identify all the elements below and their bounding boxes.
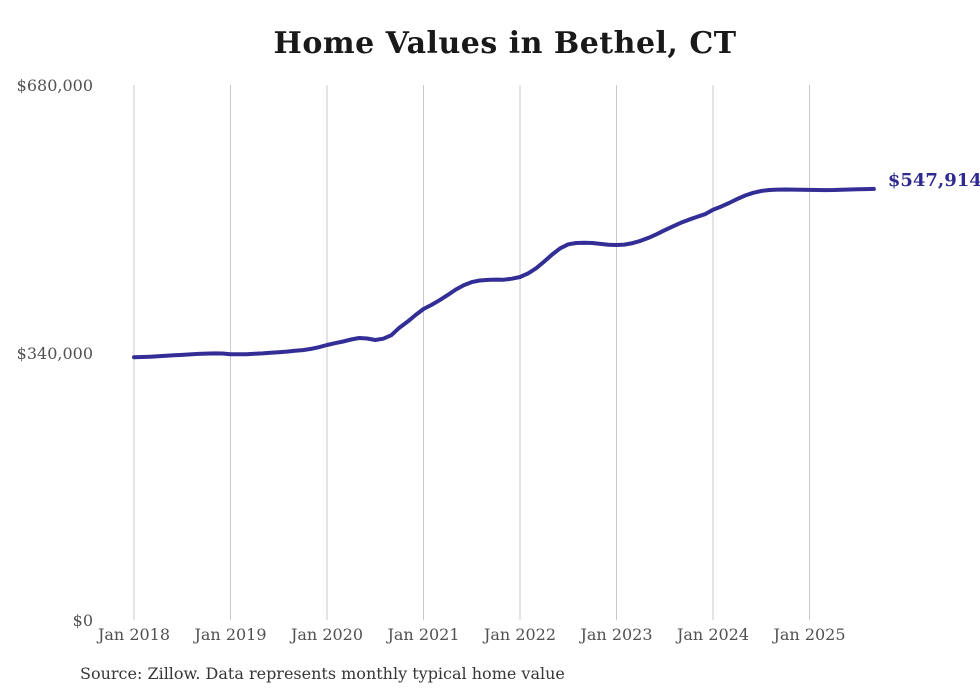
- x-axis-label-jan-2022: Jan 2022: [483, 625, 557, 644]
- x-axis-label-jan-2025: Jan 2025: [773, 625, 846, 644]
- x-axis-label-jan-2024: Jan 2024: [676, 625, 750, 644]
- x-axis-label-jan-2023: Jan 2023: [580, 625, 653, 644]
- x-axis-label-jan-2019: Jan 2019: [194, 625, 267, 644]
- home-value-line: [132, 186, 876, 360]
- x-axis-label-jan-2018: Jan 2018: [97, 625, 171, 644]
- x-axis-label-jan-2021: Jan 2021: [387, 625, 460, 644]
- y-axis-label-680000: $680,000: [16, 76, 93, 95]
- y-axis-label-0: $0: [72, 611, 93, 630]
- chart-title: Home Values in Bethel, CT: [273, 26, 737, 61]
- latest-value-label: $547,914: [887, 169, 980, 191]
- y-axis-label-340000: $340,000: [16, 343, 93, 363]
- x-axis-label-jan-2020: Jan 2020: [290, 625, 364, 644]
- source-note: Source: Zillow. Data represents monthly …: [80, 664, 565, 683]
